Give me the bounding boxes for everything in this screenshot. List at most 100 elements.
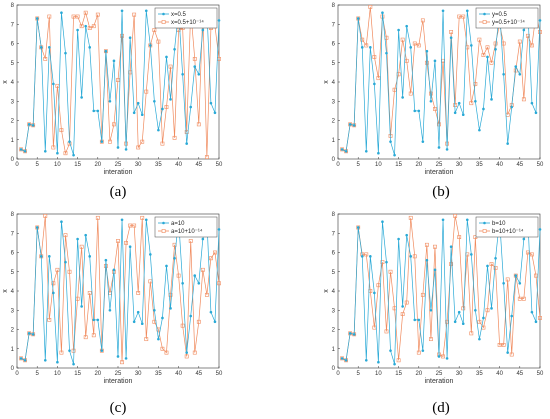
x-tick-label: 30 [456,162,463,168]
data-point-square [501,342,506,347]
data-point-dot [421,140,425,143]
data-point-dot [482,316,485,320]
panel-label: (d) [432,400,450,416]
data-point-square [461,306,466,311]
data-point-square [144,89,149,94]
x-tick-label: 30 [135,162,142,168]
data-point-square [461,14,466,19]
data-point-dot [68,349,71,352]
legend-marker [162,221,165,225]
data-point-square [79,24,84,29]
data-point-square [59,128,64,133]
data-point-dot [181,282,184,285]
data-point-square [51,145,56,150]
data-point-dot [369,46,372,49]
data-point-square [180,323,185,328]
data-point-square [209,256,213,261]
data-point-square [400,312,405,317]
data-point-dot [445,148,449,151]
legend-label: y=0.5 [492,12,508,18]
data-point-square [47,317,52,322]
data-point-dot [413,109,417,113]
data-point-dot [397,28,400,32]
series-line-1 [341,219,541,365]
y-tick-label: 1 [332,347,336,353]
data-point-dot [100,349,104,352]
y-tick-label: 1 [11,138,15,144]
y-tick-label: 1 [332,138,336,144]
x-tick-label: 0 [15,162,19,168]
data-point-square [420,18,425,23]
x-tick-label: 10 [375,162,382,168]
data-point-square [534,273,538,278]
data-point-dot [486,264,489,268]
data-point-square [55,267,60,272]
panel-label: (a) [110,184,127,200]
data-point-dot [140,113,144,117]
panel-label: (c) [110,400,127,416]
data-point-dot [401,96,404,99]
data-point-square [160,346,165,351]
legend-marker [161,20,166,24]
data-point-square [132,12,137,17]
data-point-dot [344,150,348,153]
data-point-square [172,135,177,140]
data-point-dot [470,253,473,256]
data-point-square [116,78,120,82]
data-point-dot [43,359,47,362]
data-point-dot [405,233,408,237]
legend-marker [482,20,487,24]
y-tick-label: 3 [11,99,15,105]
data-point-dot [56,360,59,364]
data-point-dot [377,360,380,364]
data-point-dot [201,237,205,241]
data-point-dot [153,308,156,312]
y-axis-label: x [323,289,330,293]
y-tick-label: 5 [332,61,336,67]
data-point-dot [31,124,35,127]
data-point-square [184,354,189,359]
data-point-dot [136,101,140,105]
legend-box [154,7,218,29]
data-point-dot [534,320,538,324]
data-point-dot [116,355,120,358]
data-point-dot [136,310,140,314]
data-point-square [51,281,56,286]
data-point-square [489,60,494,65]
y-tick-label: 5 [332,270,336,276]
y-tick-label: 0 [11,366,15,372]
data-point-square [433,107,437,111]
data-point-square [164,105,169,109]
data-point-square [156,39,161,44]
data-point-square [213,250,217,255]
data-point-square [521,296,526,301]
data-point-square [75,14,80,19]
data-point-dot [169,98,172,101]
data-point-dot [478,128,481,132]
data-point-square [116,239,120,243]
y-tick-label: 7 [11,231,15,237]
data-point-square [525,33,530,38]
data-point-square [19,147,23,152]
legend: a=10a=10+10⁻¹⁴ [154,216,218,238]
data-point-square [404,300,409,305]
data-point-dot [19,357,23,360]
data-point-dot [409,46,413,49]
y-tick-label: 7 [11,22,15,28]
data-point-square [200,267,205,272]
data-point-dot [144,218,148,222]
data-point-square [176,28,181,32]
x-axis-label: interation [425,169,454,176]
data-point-dot [457,310,461,314]
data-point-dot [96,318,100,322]
data-point-square [441,354,445,359]
data-point-square [477,319,482,324]
data-point-dot [413,318,417,322]
data-point-dot [52,291,55,295]
data-point-dot [433,59,437,63]
y-tick-label: 3 [332,308,336,314]
data-point-dot [405,24,408,28]
y-tick-label: 4 [11,289,15,295]
x-tick-label: 50 [216,162,223,168]
x-tick-label: 0 [15,371,19,377]
